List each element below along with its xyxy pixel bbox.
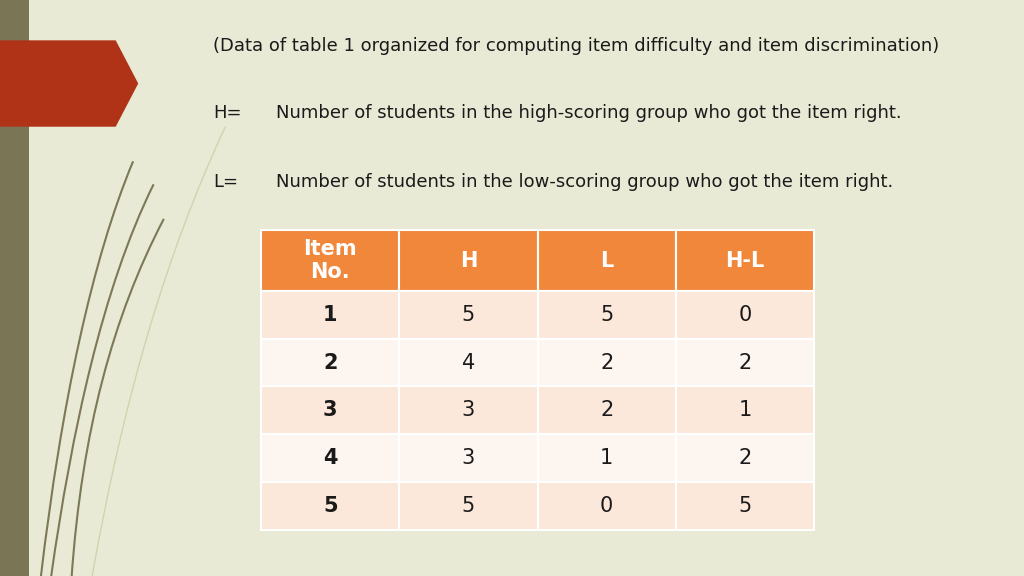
Text: 3: 3 [323, 400, 338, 420]
Text: 2: 2 [738, 353, 752, 373]
Text: 5: 5 [462, 496, 475, 516]
Text: 1: 1 [600, 448, 613, 468]
Text: H: H [460, 251, 477, 271]
Bar [399, 482, 538, 530]
Bar [0, 0, 29, 576]
Text: 1: 1 [738, 400, 752, 420]
Text: 5: 5 [600, 305, 613, 325]
Text: 4: 4 [323, 448, 338, 468]
Bar [261, 230, 399, 291]
Bar [399, 291, 538, 339]
Text: 3: 3 [462, 448, 475, 468]
Bar [399, 230, 538, 291]
Bar [676, 230, 814, 291]
Bar [399, 434, 538, 482]
Text: 2: 2 [323, 353, 338, 373]
Bar [676, 482, 814, 530]
Bar [399, 339, 538, 386]
Text: 3: 3 [462, 400, 475, 420]
Text: Number of students in the low-scoring group who got the item right.: Number of students in the low-scoring gr… [276, 173, 894, 191]
Text: H=: H= [213, 104, 242, 122]
Text: 1: 1 [323, 305, 338, 325]
Text: L=: L= [213, 173, 238, 191]
Bar [538, 434, 676, 482]
Text: Item
No.: Item No. [303, 239, 357, 282]
Text: 5: 5 [462, 305, 475, 325]
Bar [676, 386, 814, 434]
Text: L: L [600, 251, 613, 271]
Bar [676, 434, 814, 482]
Bar [538, 291, 676, 339]
Text: (Data of table 1 organized for computing item difficulty and item discrimination: (Data of table 1 organized for computing… [213, 37, 939, 55]
Bar [676, 291, 814, 339]
Polygon shape [0, 40, 138, 127]
Bar [538, 386, 676, 434]
Text: 2: 2 [600, 400, 613, 420]
Bar [261, 386, 399, 434]
Text: 4: 4 [462, 353, 475, 373]
Bar [261, 434, 399, 482]
Text: 2: 2 [600, 353, 613, 373]
Text: 0: 0 [738, 305, 752, 325]
Bar [261, 339, 399, 386]
Text: 2: 2 [738, 448, 752, 468]
Text: 5: 5 [738, 496, 752, 516]
Bar [261, 482, 399, 530]
Text: H-L: H-L [725, 251, 765, 271]
Bar [676, 339, 814, 386]
Bar [399, 386, 538, 434]
Bar [538, 230, 676, 291]
Bar [538, 482, 676, 530]
Text: 5: 5 [323, 496, 338, 516]
Text: 0: 0 [600, 496, 613, 516]
Text: Number of students in the high-scoring group who got the item right.: Number of students in the high-scoring g… [276, 104, 902, 122]
Bar [261, 291, 399, 339]
Bar [538, 339, 676, 386]
